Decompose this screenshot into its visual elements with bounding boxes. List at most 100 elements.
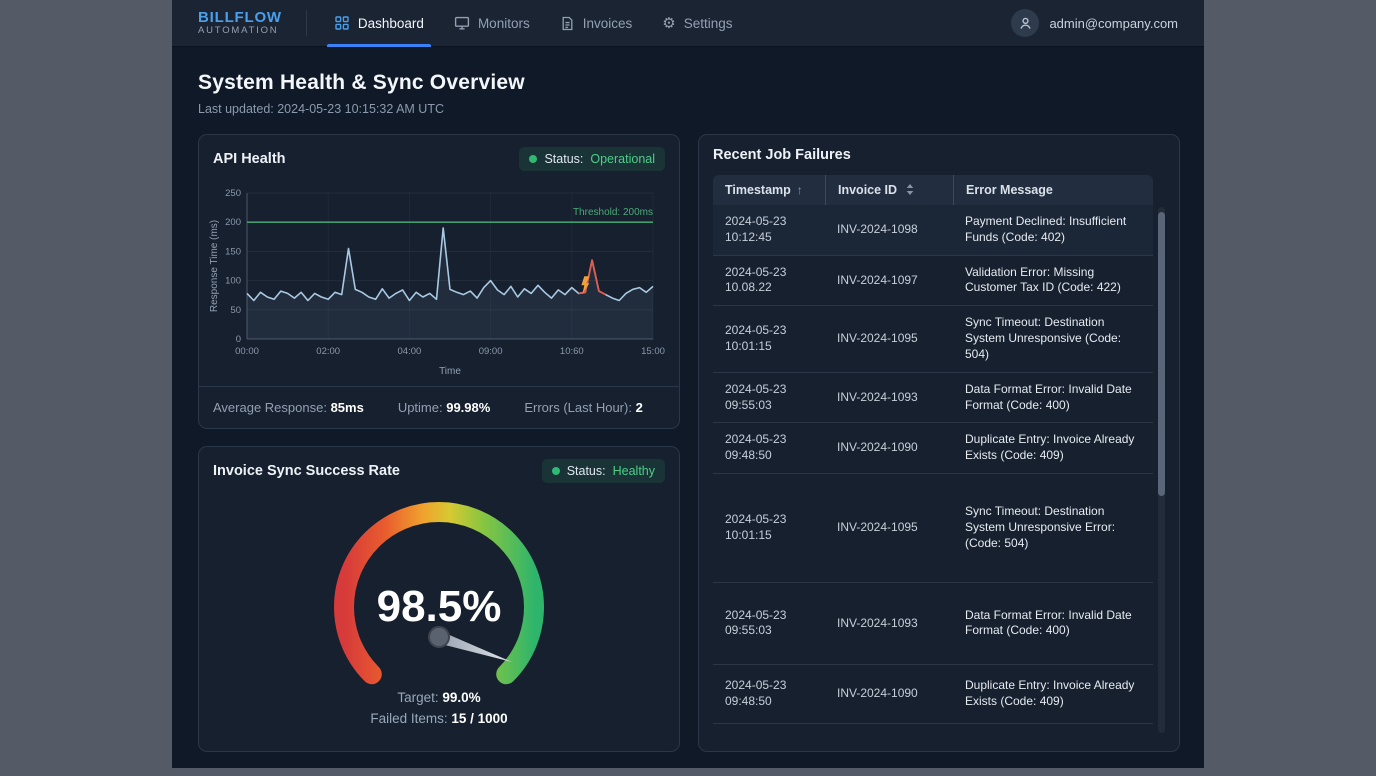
status-dot-icon: [529, 155, 537, 163]
failure-invoice-id: INV-2024-1095: [825, 474, 953, 582]
api-health-status-badge: Status: Operational: [519, 147, 665, 171]
app-window: BILLFLOW AUTOMATION Dashboard M: [172, 0, 1204, 768]
api-health-stats: Average Response: 85ms Uptime: 99.98% Er…: [199, 386, 679, 428]
main-content: System Health & Sync Overview Last updat…: [172, 47, 1204, 776]
sync-success-title: Invoice Sync Success Rate: [213, 463, 400, 479]
failure-timestamp: 2024-05-23 10:01:15: [713, 306, 825, 372]
failure-invoice-id: INV-2024-1098: [825, 205, 953, 256]
status-dot-icon: [552, 467, 560, 475]
failure-timestamp: 2024-05-23 10:01:15: [713, 474, 825, 582]
dashboard-grid-icon: [334, 15, 350, 31]
failure-invoice-id: INV-2024-1097: [825, 256, 953, 307]
status-label: Status:: [544, 152, 583, 166]
svg-text:0: 0: [236, 334, 241, 345]
col-header-invoice-id[interactable]: Invoice ID: [825, 175, 953, 205]
app-logo: BILLFLOW AUTOMATION: [198, 10, 282, 37]
failure-error-message: Data Format Error: Invalid Date Format (…: [953, 373, 1153, 424]
failure-timestamp: 2024-05-23 09:55:03: [713, 373, 825, 424]
nav-tab-dashboard[interactable]: Dashboard: [319, 0, 439, 46]
svg-text:09:00: 09:00: [479, 346, 503, 357]
failure-error-message: Duplicate Entry: Invoice Already Exists …: [953, 423, 1153, 474]
svg-text:50: 50: [230, 305, 241, 316]
svg-text:150: 150: [225, 246, 241, 257]
response-time-line-chart: 0 50 100 150 200 250 00:00 02:00 04:00 09:00 10:60…: [205, 183, 665, 381]
failure-error-message: Payment Declined: Insufficient Funds (Co…: [953, 205, 1153, 256]
logo-subtitle: AUTOMATION: [198, 26, 282, 36]
sync-status-badge: Status: Healthy: [542, 459, 665, 483]
svg-text:100: 100: [225, 276, 241, 287]
nav-tab-label: Invoices: [583, 16, 633, 31]
failure-timestamp: 2024-05-23 09:48:50: [713, 665, 825, 724]
failure-row[interactable]: 2024-05-23 10:01:15INV-2024-1095Sync Tim…: [713, 474, 1153, 582]
failure-invoice-id: INV-2024-1090: [825, 423, 953, 474]
failure-invoice-id: INV-2024-1093: [825, 583, 953, 666]
monitor-icon: [454, 15, 470, 31]
failure-row[interactable]: 2024-05-23 09:55:03INV-2024-1093Data For…: [713, 583, 1153, 666]
failure-row[interactable]: 2024-05-23 09:48:50INV-2024-1090Duplicat…: [713, 423, 1153, 474]
last-updated-text: Last updated: 2024-05-23 10:15:32 AM UTC: [198, 102, 1178, 116]
failure-row[interactable]: 2024-05-23 10:12:45INV-2024-1098Payment …: [713, 205, 1153, 256]
failure-error-message: Validation Error: Missing Customer Tax I…: [953, 256, 1153, 307]
table-scrollbar-thumb[interactable]: [1158, 212, 1165, 496]
col-header-timestamp[interactable]: Timestamp↑: [713, 175, 825, 205]
svg-text:250: 250: [225, 188, 241, 199]
failure-timestamp: 2024-05-23 09:48:50: [713, 423, 825, 474]
failure-error-message: Data Format Error: Invalid Date Format (…: [953, 583, 1153, 666]
failures-title: Recent Job Failures: [713, 147, 851, 163]
api-health-card: API Health Status: Operational 0 50 100 150…: [198, 134, 680, 429]
failure-error-message: Sync Timeout: Destination System Unrespo…: [953, 474, 1153, 582]
failure-row[interactable]: 2024-05-23 10.08.22INV-2024-1097Validati…: [713, 256, 1153, 307]
svg-text:Response Time (ms): Response Time (ms): [209, 220, 220, 312]
svg-text:10:60: 10:60: [560, 346, 584, 357]
nav-tab-label: Monitors: [478, 16, 530, 31]
failure-error-message: Sync Timeout: Destination System Unrespo…: [953, 306, 1153, 372]
failure-row[interactable]: 2024-05-23 09:48:50INV-2024-1090Duplicat…: [713, 665, 1153, 724]
sort-asc-icon: ↑: [797, 183, 803, 197]
failures-table: Timestamp↑ Invoice ID Error Message: [713, 175, 1153, 724]
failure-timestamp: 2024-05-23 10.08.22: [713, 256, 825, 307]
success-rate-gauge: 98.5% Target: 99.0% Failed Items: 15 / 1…: [299, 499, 579, 737]
svg-text:00:00: 00:00: [235, 346, 259, 357]
failure-invoice-id: INV-2024-1090: [825, 665, 953, 724]
nav-tab-invoices[interactable]: Invoices: [545, 0, 648, 46]
failure-row[interactable]: 2024-05-23 10:01:15INV-2024-1095Sync Tim…: [713, 306, 1153, 372]
failure-invoice-id: INV-2024-1093: [825, 373, 953, 424]
svg-text:200: 200: [225, 217, 241, 228]
nav-tab-settings[interactable]: ⚙ Settings: [647, 0, 747, 46]
nav-tab-label: Settings: [684, 16, 733, 31]
active-tab-indicator: [327, 44, 431, 47]
svg-text:Time: Time: [439, 366, 461, 377]
failure-invoice-id: INV-2024-1095: [825, 306, 953, 372]
failure-timestamp: 2024-05-23 09:55:03: [713, 583, 825, 666]
sync-success-card: Invoice Sync Success Rate Status: Health…: [198, 446, 680, 752]
errors-stat: Errors (Last Hour): 2: [524, 400, 642, 415]
gauge-needle: [439, 631, 512, 663]
user-avatar: [1011, 9, 1039, 37]
top-navigation-bar: BILLFLOW AUTOMATION Dashboard M: [172, 0, 1204, 47]
failure-timestamp: 2024-05-23 10:12:45: [713, 205, 825, 256]
uptime-stat: Uptime: 99.98%: [398, 400, 491, 415]
nav-tab-label: Dashboard: [358, 16, 424, 31]
status-label: Status:: [567, 464, 606, 478]
svg-text:02:00: 02:00: [316, 346, 340, 357]
sort-both-icon: [903, 183, 914, 197]
svg-text:Threshold: 200ms: Threshold: 200ms: [573, 207, 653, 218]
header-divider: [306, 10, 307, 36]
table-scrollbar-track[interactable]: [1158, 207, 1165, 733]
page-title: System Health & Sync Overview: [198, 71, 1178, 95]
failure-error-message: Duplicate Entry: Invoice Already Exists …: [953, 665, 1153, 724]
avg-response-stat: Average Response: 85ms: [213, 400, 364, 415]
nav-tab-monitors[interactable]: Monitors: [439, 0, 545, 46]
col-header-error-message[interactable]: Error Message: [953, 175, 1153, 205]
failures-table-container: Timestamp↑ Invoice ID Error Message: [713, 175, 1165, 735]
gauge-target-line: Target: 99.0%: [397, 690, 480, 705]
svg-text:04:00: 04:00: [398, 346, 422, 357]
main-nav: Dashboard Monitors Invoices ⚙: [319, 0, 748, 46]
failure-row[interactable]: 2024-05-23 09:55:03INV-2024-1093Data For…: [713, 373, 1153, 424]
user-email: admin@company.com: [1049, 16, 1178, 31]
api-health-title: API Health: [213, 151, 286, 167]
status-value: Operational: [590, 152, 655, 166]
gauge-value: 98.5%: [377, 582, 502, 631]
svg-text:15:00: 15:00: [641, 346, 665, 357]
user-menu[interactable]: admin@company.com: [1011, 9, 1178, 37]
